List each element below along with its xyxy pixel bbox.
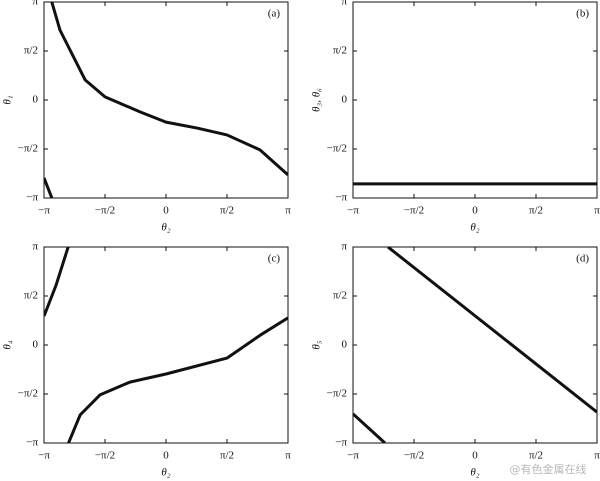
x-tick-label: π	[594, 450, 600, 462]
data-line	[44, 247, 288, 443]
x-tick-label: −π/2	[404, 450, 424, 462]
y-tick-label: −π/2	[18, 143, 38, 155]
y-tick-label: 0	[33, 94, 39, 106]
x-tick-label: −π	[347, 450, 359, 462]
y-tick-label: −π	[26, 192, 38, 204]
panel-label: (c)	[268, 253, 281, 265]
plot-area	[44, 2, 288, 198]
y-tick-label: −π/2	[327, 388, 347, 400]
panel-label: (d)	[576, 253, 589, 265]
x-axis-label: θ₂	[161, 222, 170, 234]
x-tick-label: −π	[38, 450, 50, 462]
x-tick-label: π/2	[220, 450, 234, 462]
x-tick-label: −π/2	[404, 205, 424, 217]
x-tick-label: π	[594, 205, 600, 217]
data-line	[44, 2, 288, 198]
data-line	[353, 247, 597, 443]
x-tick-label: π	[285, 205, 291, 217]
plot-frame	[352, 246, 598, 444]
y-tick-label: −π/2	[327, 143, 347, 155]
x-tick-label: π	[285, 450, 291, 462]
y-axis-label: θ₅	[311, 340, 323, 349]
x-tick-label: −π/2	[95, 205, 115, 217]
panel-label: (b)	[576, 8, 589, 20]
y-tick-label: 0	[33, 339, 39, 351]
y-tick-label: −π	[26, 437, 38, 449]
y-tick-label: −π	[335, 437, 347, 449]
panel-label: (a)	[268, 8, 281, 20]
plot-frame	[43, 1, 289, 199]
y-axis-label: θ₄	[2, 340, 14, 349]
y-tick-label: 0	[342, 94, 348, 106]
x-tick-label: 0	[163, 450, 169, 462]
y-tick-label: π	[32, 241, 38, 253]
x-tick-label: −π	[38, 205, 50, 217]
y-tick-label: −π	[335, 192, 347, 204]
x-tick-label: π/2	[529, 450, 543, 462]
y-tick-label: π/2	[333, 45, 347, 57]
panel: −π −π/2 0 π/2 π −π −π/2 0 π/2 π θ₂ θ₅ (d)	[311, 241, 600, 479]
x-tick-label: 0	[163, 205, 169, 217]
x-tick-label: −π/2	[95, 450, 115, 462]
y-tick-label: −π/2	[18, 388, 38, 400]
x-tick-label: π/2	[220, 205, 234, 217]
panel: −π −π/2 0 π/2 π −π −π/2 0 π/2 π θ₂ θ₁ (a)	[2, 0, 292, 234]
panel: −π −π/2 0 π/2 π −π −π/2 0 π/2 π θ₂ θ₄ (c)	[2, 241, 292, 479]
x-tick-label: π/2	[529, 205, 543, 217]
y-axis-label: θ₃, θ₆	[311, 88, 323, 112]
x-tick-label: −π	[347, 205, 359, 217]
x-tick-label: 0	[472, 205, 478, 217]
y-axis-label: θ₁	[2, 95, 14, 104]
y-tick-label: π/2	[24, 45, 38, 57]
panel: −π −π/2 0 π/2 π −π −π/2 0 π/2 π θ₂ θ₃, θ₆ (b)	[311, 0, 600, 234]
x-axis-label: θ₂	[470, 467, 479, 479]
plot-frame	[352, 1, 598, 199]
y-tick-label: π/2	[333, 290, 347, 302]
x-axis-label: θ₂	[470, 222, 479, 234]
y-tick-label: π/2	[24, 290, 38, 302]
plot-area	[44, 247, 288, 443]
x-tick-label: 0	[472, 450, 478, 462]
watermark: @有色金属在线	[510, 462, 587, 476]
plot-area	[353, 247, 597, 443]
x-axis-label: θ₂	[161, 467, 170, 479]
y-tick-label: π	[32, 0, 38, 8]
y-tick-label: 0	[342, 339, 348, 351]
y-tick-label: π	[341, 0, 347, 8]
y-tick-label: π	[341, 241, 347, 253]
